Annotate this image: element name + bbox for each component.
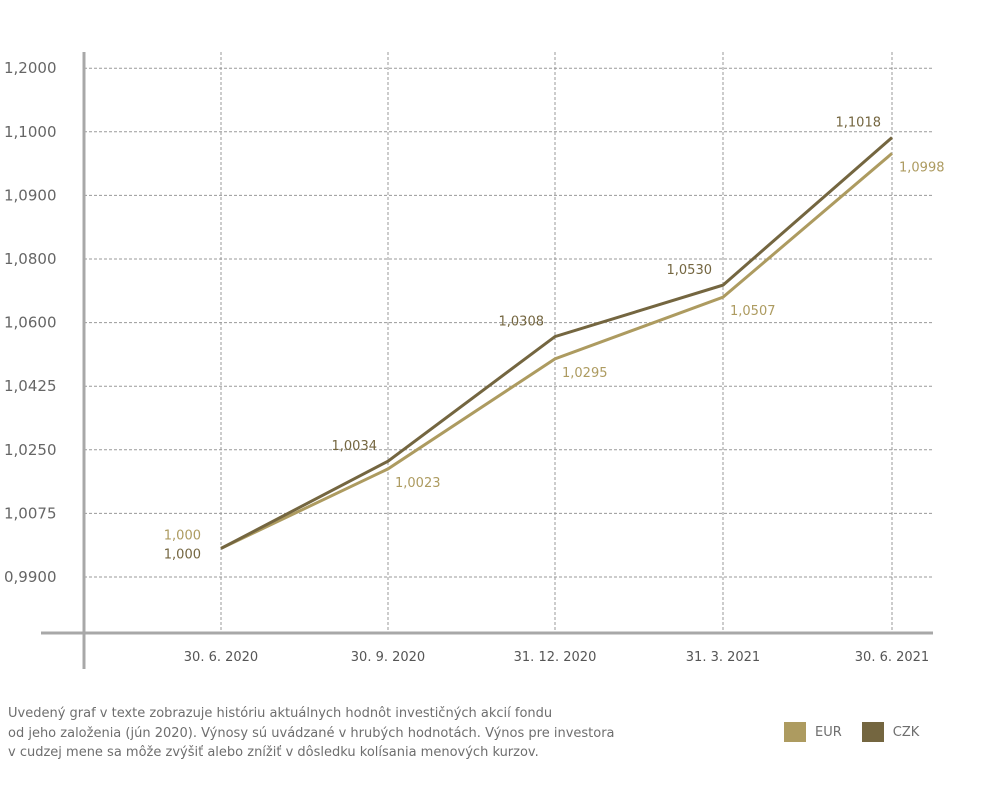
data-label-czk: 1,0530 — [667, 263, 713, 278]
y-tick-label: 1,0075 — [4, 504, 57, 522]
y-tick-label: 1,0250 — [4, 441, 57, 459]
x-tick-label: 30. 6. 2020 — [184, 650, 258, 665]
legend-item-eur: EUR — [784, 722, 842, 742]
y-tick-labels: 0,9900 1,0075 1,0250 1,0425 1,0600 1,0800 1,09… — [4, 59, 57, 586]
legend-label-eur: EUR — [815, 725, 842, 740]
legend-swatch-czk — [862, 722, 884, 742]
y-tick-label: 1,0900 — [4, 186, 57, 204]
note-line-1: Uvedený graf v texte zobrazuje históriu … — [8, 704, 708, 724]
chart-note: Uvedený graf v texte zobrazuje históriu … — [8, 704, 708, 763]
legend-item-czk: CZK — [862, 722, 920, 742]
grid-lines — [84, 52, 932, 632]
chart-legend: EUR CZK — [784, 721, 919, 743]
series-lines — [221, 138, 892, 549]
data-label-czk: 1,0034 — [332, 439, 378, 454]
x-tick-label: 30. 6. 2021 — [855, 650, 929, 665]
data-label-eur: 1,0507 — [730, 304, 776, 319]
x-tick-label: 31. 12. 2020 — [514, 650, 597, 665]
data-label-czk: 1,1018 — [836, 116, 882, 131]
series-line-eur — [221, 153, 892, 548]
x-tick-label: 31. 3. 2021 — [686, 650, 760, 665]
y-tick-label: 0,9900 — [4, 568, 57, 586]
note-line-2: od jeho založenia (jún 2020). Výnosy sú … — [8, 724, 708, 744]
line-chart: 0,9900 1,0075 1,0250 1,0425 1,0600 1,0800 1,09… — [0, 0, 981, 700]
axes — [41, 52, 933, 669]
note-line-3: v cudzej mene sa môže zvýšiť alebo zníži… — [8, 743, 708, 763]
x-tick-labels: 30. 6. 2020 30. 9. 2020 31. 12. 2020 31. 3.… — [184, 650, 929, 665]
y-tick-label: 1,0800 — [4, 250, 57, 268]
y-tick-label: 1,0600 — [4, 314, 57, 332]
data-label-eur: 1,0295 — [562, 366, 608, 381]
data-label-eur: 1,000 — [164, 528, 201, 543]
data-label-czk: 1,000 — [164, 547, 201, 562]
data-label-eur: 1,0023 — [395, 476, 441, 491]
x-tick-label: 30. 9. 2020 — [351, 650, 425, 665]
data-label-eur: 1,0998 — [899, 160, 945, 175]
y-tick-label: 1,1000 — [4, 123, 57, 141]
y-tick-label: 1,2000 — [4, 59, 57, 77]
data-label-czk: 1,0308 — [499, 315, 545, 330]
y-tick-label: 1,0425 — [4, 377, 57, 395]
legend-swatch-eur — [784, 722, 806, 742]
legend-label-czk: CZK — [893, 725, 920, 740]
series-line-czk — [221, 138, 892, 549]
